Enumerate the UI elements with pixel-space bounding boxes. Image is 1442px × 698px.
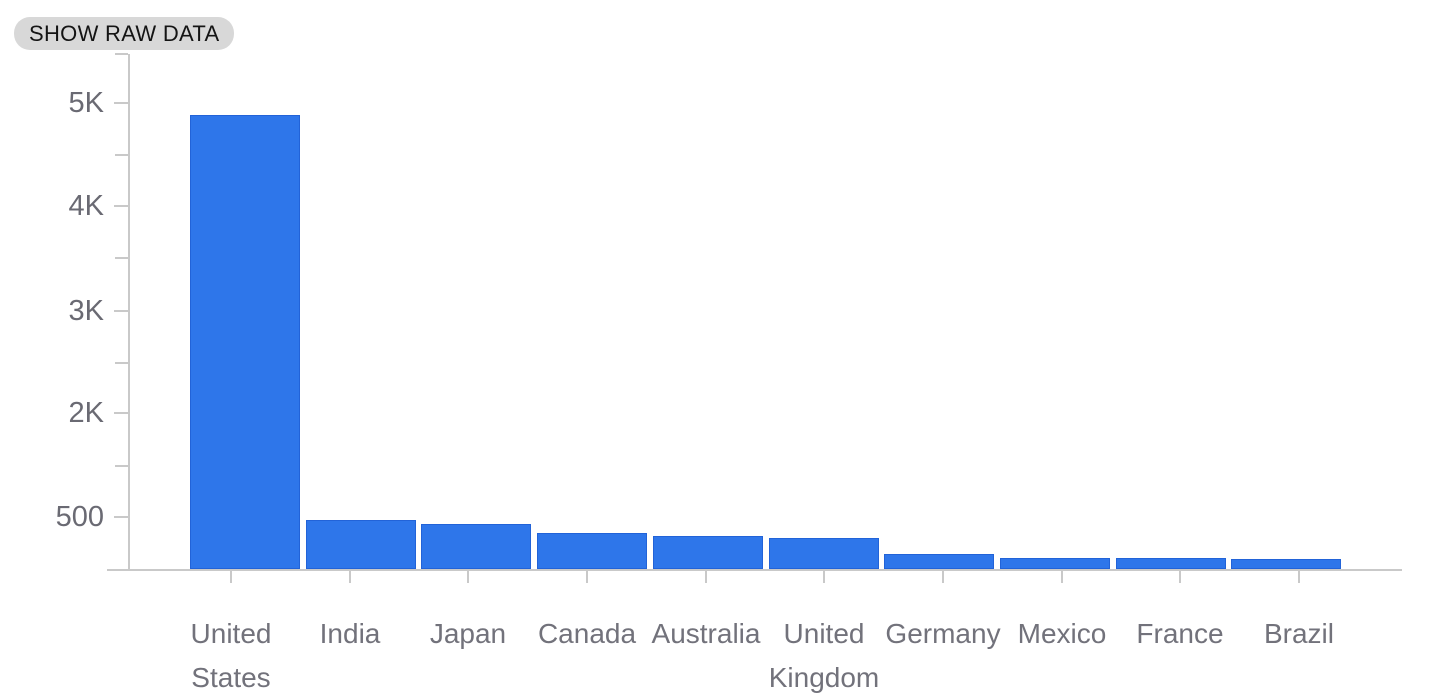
x-axis-label: France <box>1136 618 1224 649</box>
x-axis-tick <box>823 571 825 583</box>
y-axis-label: 3K <box>68 295 104 327</box>
bar-mexico[interactable] <box>1000 558 1110 569</box>
y-axis-minor-tick <box>115 362 128 364</box>
show-raw-data-button[interactable]: SHOW RAW DATA <box>14 17 235 50</box>
x-axis-tick <box>586 571 588 583</box>
x-axis-line <box>107 569 1402 571</box>
bar-united-kingdom[interactable] <box>769 538 879 569</box>
y-axis-minor-tick <box>115 257 128 259</box>
x-axis-label: United States <box>190 618 272 693</box>
y-axis-label: 2K <box>68 397 104 429</box>
y-axis-label: 500 <box>55 501 104 533</box>
y-axis-minor-tick <box>115 154 128 156</box>
x-axis-tick <box>942 571 944 583</box>
x-axis-tick <box>1298 571 1300 583</box>
x-axis-label: Canada <box>537 618 637 649</box>
x-axis-label: Brazil <box>1263 618 1334 649</box>
y-axis-line <box>128 54 130 570</box>
y-axis-major-tick <box>114 205 128 207</box>
x-axis-tick <box>705 571 707 583</box>
y-axis-major-tick <box>114 102 128 104</box>
x-axis-label: India <box>319 618 381 649</box>
bar-australia[interactable] <box>653 536 763 569</box>
bar-canada[interactable] <box>537 533 647 569</box>
x-axis-label: Australia <box>651 618 761 649</box>
x-axis-tick <box>1061 571 1063 583</box>
bar-france[interactable] <box>1116 558 1226 569</box>
bar-brazil[interactable] <box>1231 559 1341 569</box>
y-axis-minor-tick <box>115 53 128 55</box>
y-axis-major-tick <box>114 412 128 414</box>
x-axis-tick <box>230 571 232 583</box>
bar-japan[interactable] <box>421 524 531 569</box>
x-axis-label: United Kingdom <box>768 618 880 693</box>
y-axis-minor-tick <box>115 465 128 467</box>
x-axis-label: Japan <box>429 618 507 649</box>
x-axis-tick <box>467 571 469 583</box>
bar-germany[interactable] <box>884 554 994 569</box>
y-axis-label: 5K <box>68 87 104 119</box>
bar-united-states[interactable] <box>190 115 300 569</box>
x-axis-tick <box>349 571 351 583</box>
x-axis-label: Germany <box>885 618 1001 649</box>
bar-india[interactable] <box>306 520 416 569</box>
y-axis-label: 4K <box>68 190 104 222</box>
y-axis-major-tick <box>114 310 128 312</box>
x-axis-label: Mexico <box>1017 618 1107 649</box>
x-axis-tick <box>1179 571 1181 583</box>
y-axis-major-tick <box>114 516 128 518</box>
